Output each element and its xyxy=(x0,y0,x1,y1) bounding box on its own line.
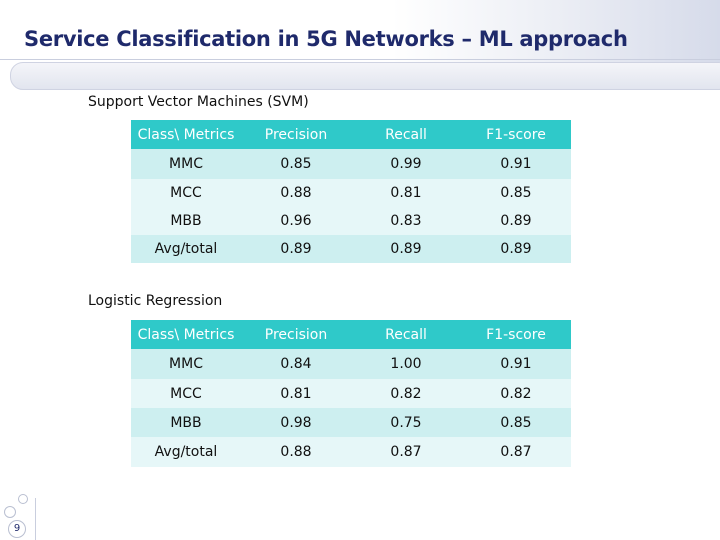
table-cell: MCC xyxy=(131,179,241,207)
svm-table: Class\ Metrics Precision Recall F1-score… xyxy=(131,120,571,263)
table-cell: 0.96 xyxy=(241,207,351,235)
table-row: Avg/total 0.89 0.89 0.89 xyxy=(131,235,571,263)
table-cell: 0.89 xyxy=(461,235,571,263)
table-cell: 0.85 xyxy=(241,149,351,179)
decorative-dot xyxy=(4,506,16,518)
table-cell: 0.87 xyxy=(461,437,571,467)
header-cell: Precision xyxy=(241,320,351,349)
table-cell: 0.84 xyxy=(241,349,351,379)
table-cell: 0.88 xyxy=(241,437,351,467)
table-cell: MBB xyxy=(131,408,241,437)
table-cell: MCC xyxy=(131,379,241,408)
table-cell: MBB xyxy=(131,207,241,235)
header-cell: Recall xyxy=(351,120,461,149)
table-header-row: Class\ Metrics Precision Recall F1-score xyxy=(131,320,571,349)
header-divider xyxy=(0,59,720,60)
table-cell: 0.81 xyxy=(351,179,461,207)
table-cell: 0.89 xyxy=(351,235,461,263)
table-cell: 1.00 xyxy=(351,349,461,379)
logreg-table: Class\ Metrics Precision Recall F1-score… xyxy=(131,320,571,467)
header-cell: Recall xyxy=(351,320,461,349)
title-bar xyxy=(10,62,720,90)
table-cell: 0.91 xyxy=(461,149,571,179)
table-cell: 0.98 xyxy=(241,408,351,437)
table-cell: 0.89 xyxy=(461,207,571,235)
table-row: MMC 0.85 0.99 0.91 xyxy=(131,149,571,179)
table-row: MCC 0.88 0.81 0.85 xyxy=(131,179,571,207)
table-cell: 0.91 xyxy=(461,349,571,379)
page-number: 9 xyxy=(8,520,26,538)
header-gradient xyxy=(392,0,720,62)
header-cell: F1-score xyxy=(461,120,571,149)
table-row: MCC 0.81 0.82 0.82 xyxy=(131,379,571,408)
table-cell: MMC xyxy=(131,149,241,179)
table-cell: 0.87 xyxy=(351,437,461,467)
table-cell: 0.89 xyxy=(241,235,351,263)
table-cell: 0.82 xyxy=(461,379,571,408)
header-cell: Class\ Metrics xyxy=(131,320,241,349)
table-row: MBB 0.98 0.75 0.85 xyxy=(131,408,571,437)
table-row: MBB 0.96 0.83 0.89 xyxy=(131,207,571,235)
table-row: Avg/total 0.88 0.87 0.87 xyxy=(131,437,571,467)
header-cell: Class\ Metrics xyxy=(131,120,241,149)
table-cell: 0.85 xyxy=(461,408,571,437)
decorative-dot xyxy=(18,494,28,504)
table-cell: 0.99 xyxy=(351,149,461,179)
footer-divider xyxy=(35,498,36,540)
header-cell: F1-score xyxy=(461,320,571,349)
table-cell: 0.82 xyxy=(351,379,461,408)
table-cell: MMC xyxy=(131,349,241,379)
table-cell: 0.75 xyxy=(351,408,461,437)
table-cell: 0.83 xyxy=(351,207,461,235)
slide-title: Service Classification in 5G Networks – … xyxy=(24,27,628,51)
table-cell: 0.81 xyxy=(241,379,351,408)
table-row: MMC 0.84 1.00 0.91 xyxy=(131,349,571,379)
svm-section-label: Support Vector Machines (SVM) xyxy=(88,94,309,110)
slide-header: Service Classification in 5G Networks – … xyxy=(0,0,720,62)
logreg-section-label: Logistic Regression xyxy=(88,293,223,309)
header-cell: Precision xyxy=(241,120,351,149)
table-cell: 0.85 xyxy=(461,179,571,207)
table-cell: Avg/total xyxy=(131,437,241,467)
table-cell: Avg/total xyxy=(131,235,241,263)
table-header-row: Class\ Metrics Precision Recall F1-score xyxy=(131,120,571,149)
table-cell: 0.88 xyxy=(241,179,351,207)
